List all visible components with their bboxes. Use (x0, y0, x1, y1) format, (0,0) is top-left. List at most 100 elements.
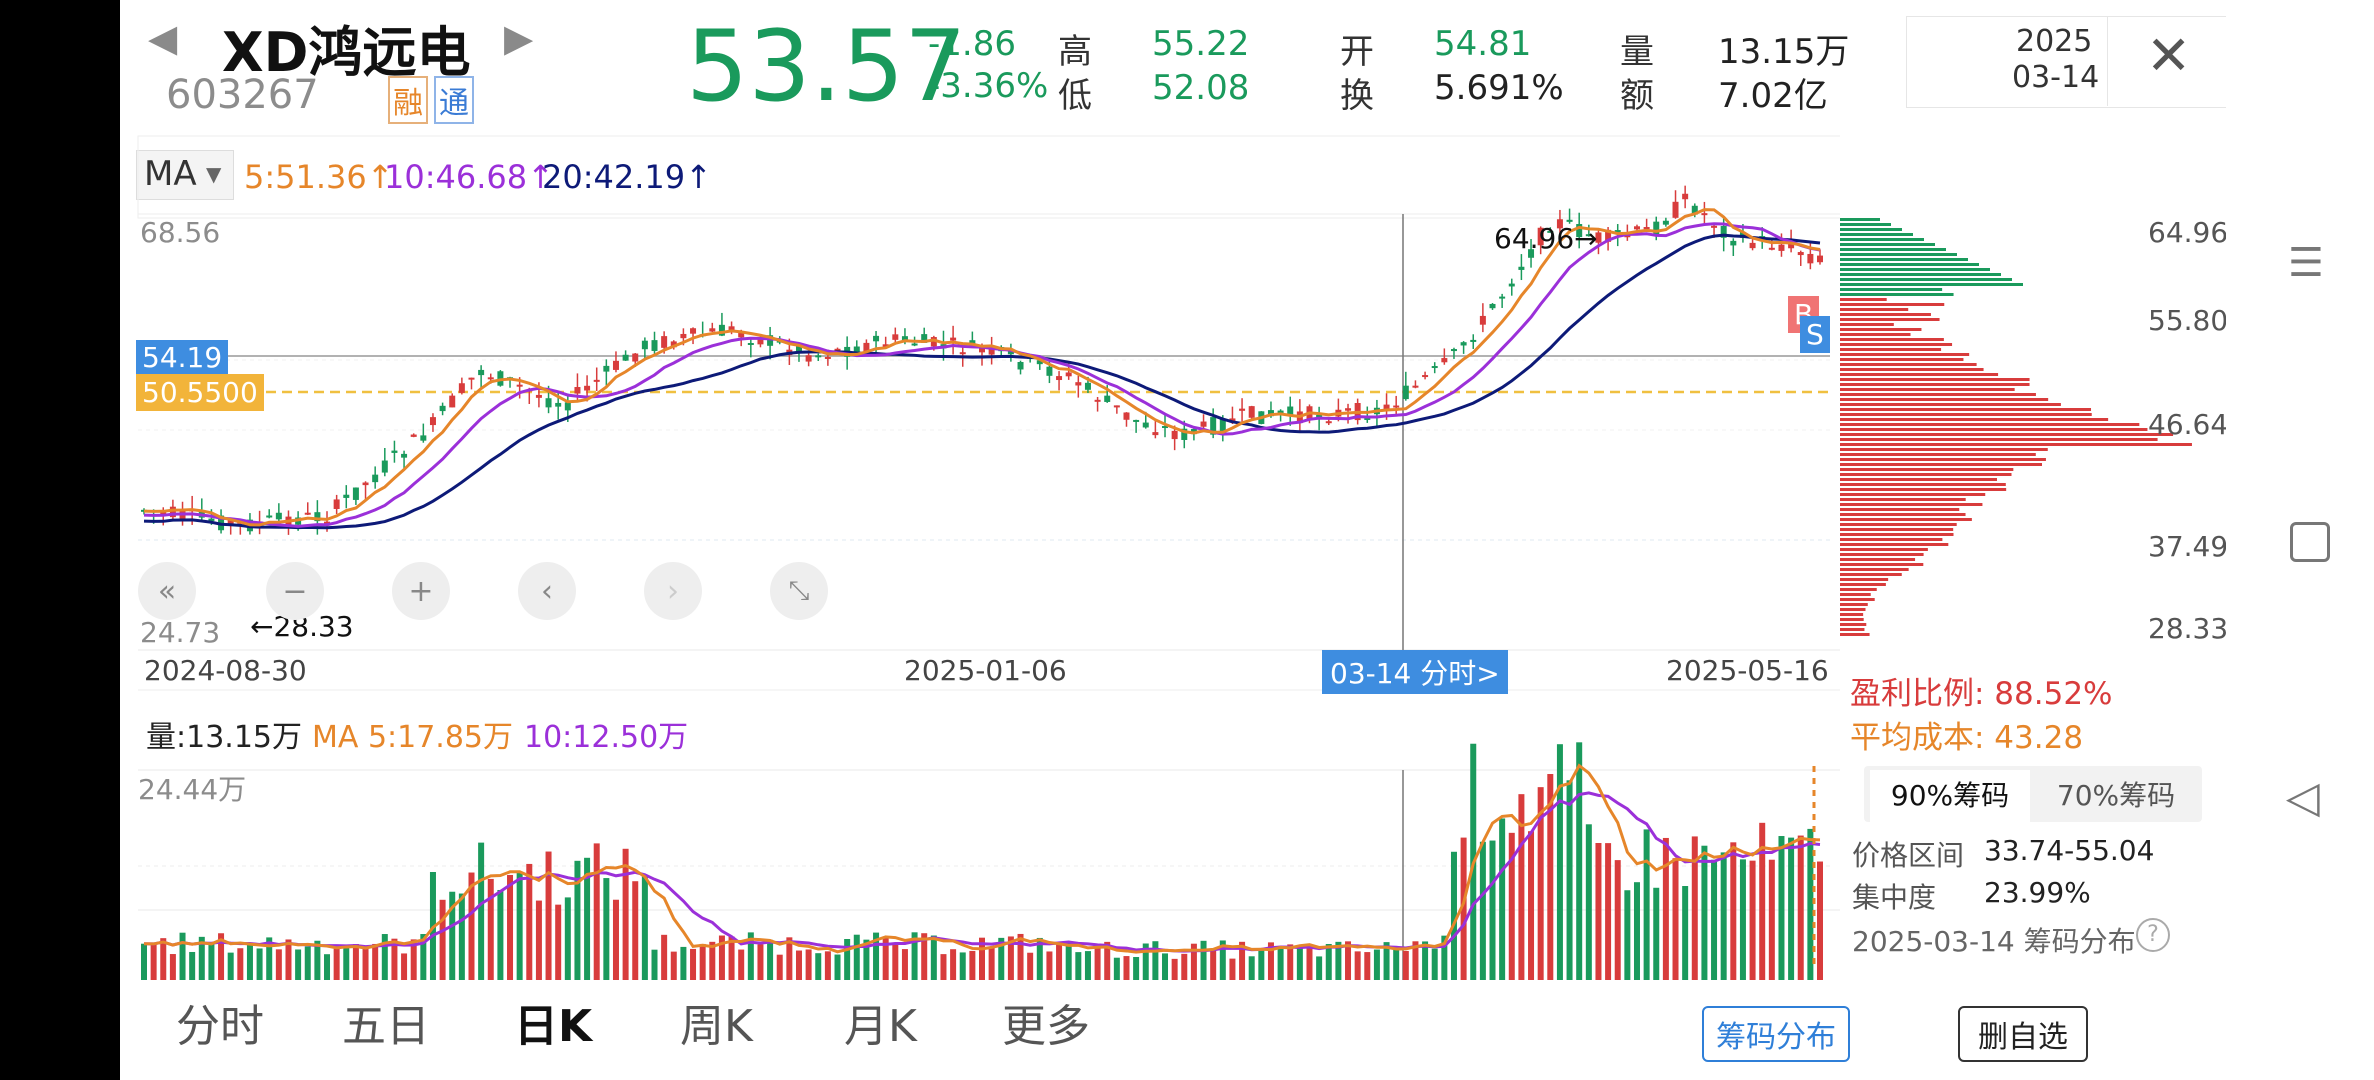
kline-chart[interactable] (120, 130, 1840, 980)
tab-monthly-k[interactable]: 月K (844, 1001, 917, 1052)
volume-bar (1431, 948, 1438, 980)
concentration-label: 集中度 (1852, 881, 1937, 914)
candle-body (622, 354, 629, 361)
chip-tab-90[interactable]: 90%筹码 (1870, 770, 2030, 822)
candle-body (1643, 227, 1650, 230)
volume-bar (1084, 951, 1091, 980)
help-icon[interactable]: ? (2136, 918, 2170, 952)
volume-bar (266, 937, 273, 980)
candle-body (863, 342, 870, 353)
dropdown-caret-icon: ▼ (206, 162, 222, 186)
chip-bar (1840, 333, 1911, 336)
volume-bar (690, 948, 697, 980)
chip-bar (1840, 293, 1954, 296)
volume-bar (921, 933, 928, 980)
volume-bar (1027, 952, 1034, 980)
volume-bar (767, 939, 774, 980)
tab-five-day[interactable]: 五日 (342, 1001, 430, 1052)
volume-bar (1402, 950, 1409, 980)
candle-body (1412, 385, 1419, 388)
connect-badge: 通 (434, 76, 474, 124)
chip-bar (1840, 428, 2148, 431)
margin-badge: 融 (388, 76, 428, 124)
chip-bar (1840, 278, 2012, 281)
chip-bar (1840, 398, 2049, 401)
close-icon[interactable]: ✕ (2146, 24, 2192, 87)
candle-body (651, 340, 658, 351)
price-range-label: 价格区间 (1852, 839, 1965, 872)
volume-bar (1133, 957, 1140, 980)
ma-selector[interactable] (136, 150, 234, 200)
candle-body (1547, 230, 1554, 233)
tab-more[interactable]: 更多 (1002, 1001, 1090, 1052)
tab-daily-k[interactable]: 日K (514, 1001, 593, 1052)
chip-y-3: 37.49 (2148, 530, 2229, 563)
volume-bar (237, 948, 244, 980)
volume-bar (1788, 837, 1795, 980)
volume-bar (661, 934, 668, 980)
chip-bar (1840, 383, 2030, 386)
volume-bar (1142, 943, 1149, 980)
prev-stock-icon[interactable]: ◀ (148, 16, 178, 60)
volume-bar (930, 935, 937, 980)
back-icon[interactable]: ◁ (2286, 772, 2320, 823)
zoom-out-icon[interactable]: − (266, 562, 324, 620)
candle-body (381, 460, 388, 473)
tab-intraday[interactable]: 分时 (176, 1001, 264, 1052)
chip-bar (1840, 253, 1957, 256)
recent-apps-icon[interactable] (2290, 522, 2330, 562)
next-stock-icon[interactable]: ▶ (504, 16, 534, 60)
candle-body (169, 506, 176, 518)
intraday-link[interactable]: 03-14 分时> (1322, 650, 1508, 694)
volume-bar (574, 860, 581, 980)
chip-bar (1840, 563, 1924, 566)
tab-weekly-k[interactable]: 周K (680, 1001, 753, 1052)
candle-body (1807, 253, 1814, 264)
volume-bar (1701, 845, 1708, 980)
scroll-left-icon[interactable]: « (138, 562, 196, 620)
chip-bar (1840, 488, 2007, 491)
zoom-in-icon[interactable]: + (392, 562, 450, 620)
volume-bar (844, 939, 851, 980)
candle-body (1682, 193, 1689, 200)
reset-zoom-icon[interactable]: ⤡ (770, 562, 828, 620)
ma20-value: 20:42.19↑ (542, 158, 712, 196)
volume-bar (1113, 957, 1120, 980)
candle-body (1489, 303, 1496, 309)
menu-icon[interactable]: ☰ (2288, 240, 2324, 286)
candle-body (1181, 428, 1188, 440)
chip-bar (1840, 458, 2046, 461)
volume-bar (1720, 852, 1727, 980)
stat-turnover-value: 5.691% (1434, 68, 1564, 108)
candle-body (1267, 410, 1274, 417)
chip-tab-70[interactable]: 70%筹码 (2056, 779, 2176, 812)
prev-icon[interactable]: ‹ (518, 562, 576, 620)
volume-bar (1633, 882, 1640, 980)
chip-bar (1840, 318, 1940, 321)
volume-bar (256, 948, 263, 980)
chip-bar (1840, 558, 1916, 561)
candle-body (1036, 360, 1043, 365)
remove-watchlist-button[interactable]: 删自选 (1958, 1006, 2088, 1062)
volume-bar (1556, 744, 1563, 980)
volume-bar (940, 954, 947, 980)
volume-bar (1229, 958, 1236, 980)
volume-bar (497, 889, 504, 980)
candle-body (795, 346, 802, 352)
volume-bar (160, 938, 167, 980)
chip-bar (1840, 363, 1977, 366)
candle-body (1325, 421, 1332, 424)
volume-bar (728, 936, 735, 980)
volume-bar (873, 932, 880, 980)
cost-line-label: 50.5500 (136, 374, 264, 411)
candle-body (1364, 417, 1371, 420)
chip-bar (1840, 303, 1945, 306)
next-icon[interactable]: › (644, 562, 702, 620)
chip-distribution-button[interactable]: 筹码分布 (1702, 1006, 1850, 1062)
candle-body (1720, 225, 1727, 238)
volume-bar (1691, 836, 1698, 980)
candle-body (1431, 366, 1438, 369)
candle-body (1422, 375, 1429, 378)
candle-body (227, 519, 234, 524)
candle-body (266, 515, 273, 518)
